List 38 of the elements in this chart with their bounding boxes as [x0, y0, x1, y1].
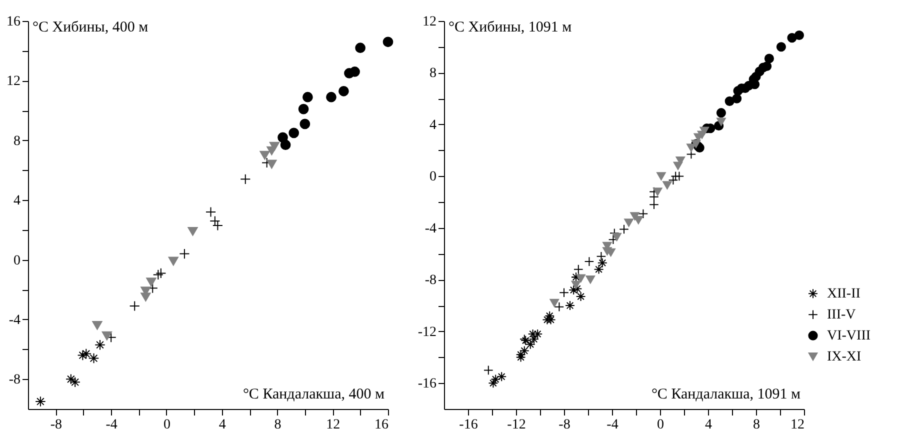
legend-label: VI-VIII	[827, 328, 871, 344]
y-tick-label: 0	[14, 253, 20, 268]
y-tick-label: -8	[8, 372, 20, 388]
x-tick-label: 4	[705, 418, 712, 432]
x-axis-title: °C Кандалакша, 400 м	[242, 386, 385, 402]
y-tick-label: -8	[424, 273, 436, 288]
legend-label: XII-II	[827, 286, 861, 302]
x-tick-label: 0	[163, 418, 170, 432]
y-tick-label: -16	[418, 376, 436, 392]
x-tick-label: 12	[326, 418, 340, 432]
y-tick-label: -12	[418, 324, 436, 340]
x-tick-label: 16	[374, 418, 388, 432]
x-tick-label: 12	[790, 418, 804, 432]
x-tick-label: -8	[50, 418, 62, 432]
y-axis-title: °C Хибины, 400 м	[32, 20, 149, 36]
y-tick-label: 8	[430, 66, 436, 82]
x-tick-label: 8	[274, 418, 282, 432]
legend-label: IX-XI	[827, 350, 862, 365]
y-tick-label: 12	[422, 14, 436, 30]
x-tick-label: -8	[558, 418, 570, 432]
legend-label: III-V	[827, 308, 856, 323]
x-tick-label: 4	[218, 418, 226, 432]
y-tick-label: -4	[424, 221, 436, 236]
x-tick-label: -4	[106, 418, 118, 432]
y-tick-label: 12	[6, 74, 20, 90]
x-tick-label: 0	[657, 418, 664, 432]
y-tick-label: 0	[430, 170, 436, 185]
y-tick-label: 4	[14, 194, 20, 209]
x-tick-label: 8	[753, 418, 760, 432]
x-tick-label: -16	[459, 418, 478, 432]
y-tick-label: 4	[430, 118, 436, 133]
y-axis-title: °C Хибины, 1091 м	[448, 20, 572, 36]
x-tick-label: -4	[606, 418, 618, 432]
y-tick-label: -4	[8, 312, 20, 328]
x-axis-title: °C Кандалакша, 1091 м	[651, 386, 801, 402]
x-tick-label: -12	[507, 418, 526, 432]
y-tick-label: 16	[6, 14, 20, 30]
y-tick-label: 8	[14, 134, 20, 149]
